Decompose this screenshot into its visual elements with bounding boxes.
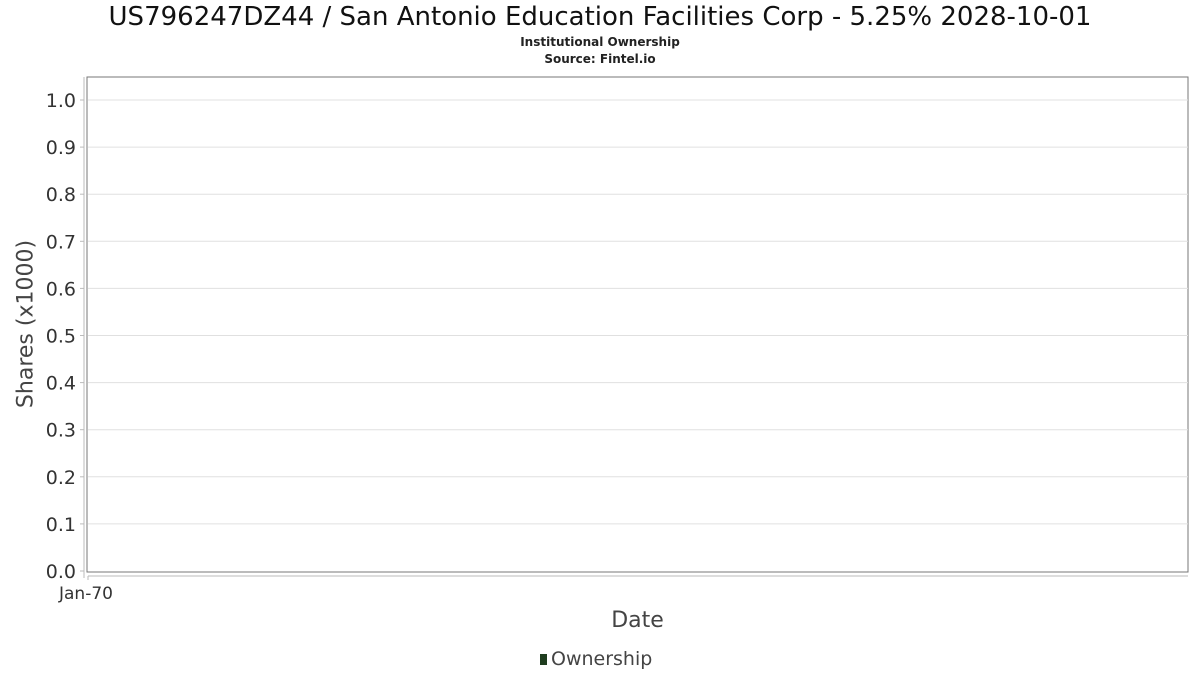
y-tick-label: 0.3 xyxy=(46,420,76,442)
y-axis-label: Shares (x1000) xyxy=(13,239,39,409)
y-tick-label: 0.7 xyxy=(46,231,76,253)
y-tick-label: 0.0 xyxy=(46,561,76,583)
y-tick-label: 1.0 xyxy=(46,90,76,112)
chart-source: Source: Fintel.io xyxy=(544,52,656,66)
legend-label-ownership: Ownership xyxy=(551,648,653,670)
y-tick-label: 0.6 xyxy=(46,278,76,300)
y-tick-label: 0.4 xyxy=(46,373,76,395)
legend-swatch-ownership xyxy=(540,653,547,665)
chart-title: US796247DZ44 / San Antonio Education Fac… xyxy=(108,2,1092,32)
y-tick-label: 0.1 xyxy=(46,514,76,536)
plot-frame xyxy=(86,76,1189,573)
x-tick-label: Jan-70 xyxy=(58,584,113,604)
x-axis-label: Date xyxy=(611,608,664,633)
chart-subtitle: Institutional Ownership xyxy=(520,35,680,49)
y-tick-label: 0.5 xyxy=(46,326,76,348)
legend: Ownership xyxy=(540,648,652,670)
y-tick-label: 0.2 xyxy=(46,467,76,489)
y-tick-label: 0.8 xyxy=(46,184,76,206)
y-tick-label: 0.9 xyxy=(46,137,76,159)
